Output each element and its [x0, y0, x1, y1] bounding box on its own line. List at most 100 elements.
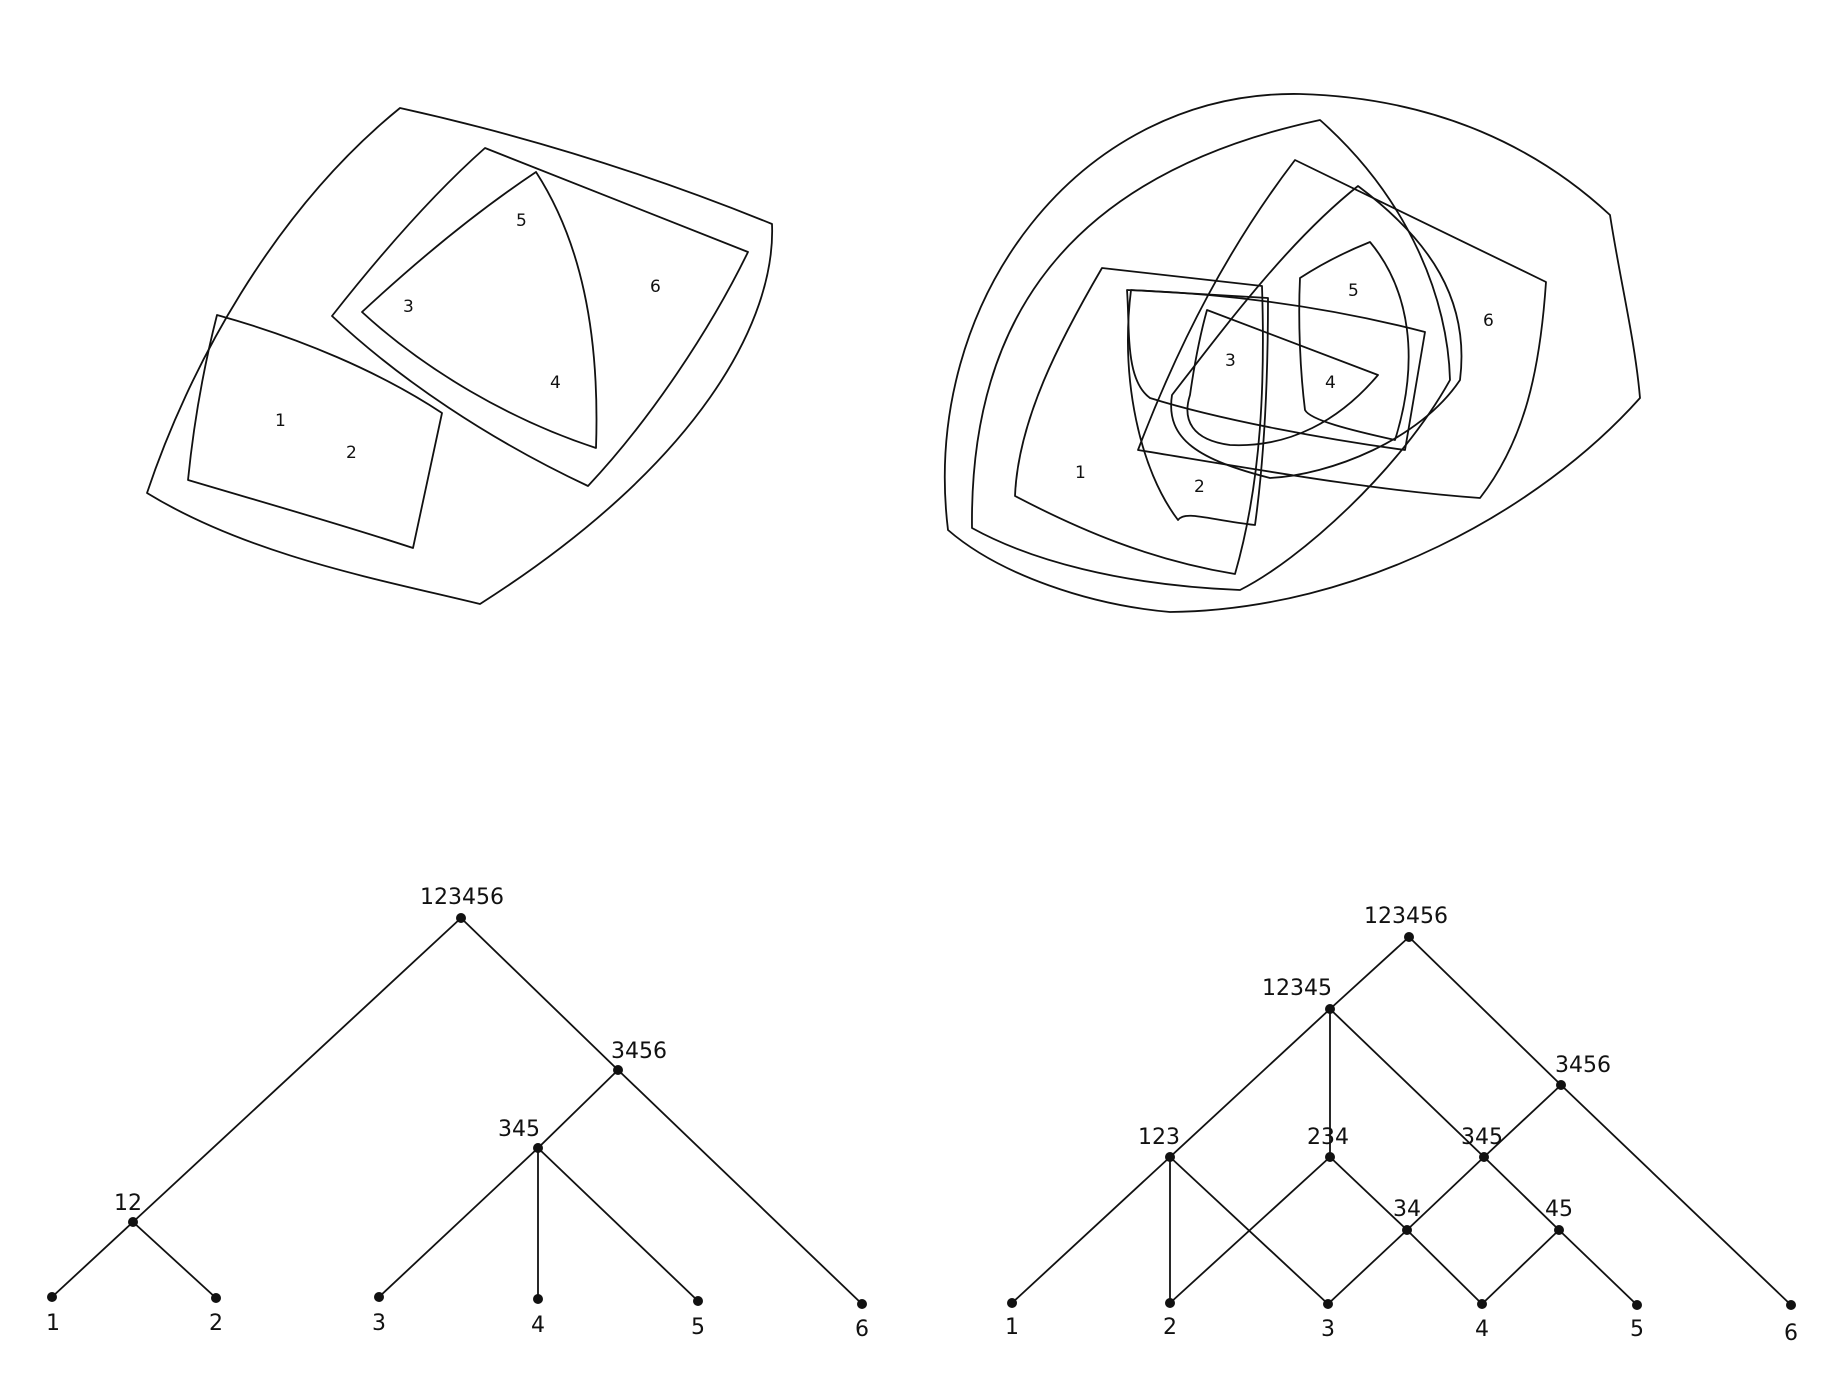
region-45	[1298, 241, 1410, 441]
lattice-label-45: 45	[1545, 1197, 1573, 1222]
tree-edge	[378, 1147, 539, 1298]
lattice-edge	[1558, 1229, 1638, 1306]
tree-node-4	[533, 1294, 543, 1304]
tree-label-2: 2	[209, 1311, 223, 1336]
outer-region-123456	[146, 107, 773, 605]
lattice-node-2	[1165, 1298, 1175, 1308]
region-3456	[331, 147, 749, 487]
lattice-node-3456	[1556, 1080, 1566, 1090]
region-label-3: 3	[403, 297, 414, 317]
lattice-node-123456	[1404, 932, 1414, 942]
lattice-node-45	[1554, 1225, 1564, 1235]
tree-edge	[132, 917, 462, 1223]
lattice-node-123	[1165, 1152, 1175, 1162]
lattice-label-1: 1	[1005, 1315, 1019, 1340]
tree-label-3: 3	[372, 1311, 386, 1336]
region-label-6: 6	[650, 277, 661, 297]
tree-label-6: 6	[855, 1317, 869, 1342]
lattice-edge	[1406, 1229, 1483, 1305]
tree-node-345	[533, 1143, 543, 1153]
region-12	[187, 314, 443, 549]
lattice-node-5	[1632, 1300, 1642, 1310]
tree-node-123456	[456, 913, 466, 923]
tree-edge	[132, 1221, 217, 1299]
lattice-edge	[1329, 1008, 1485, 1158]
lattice-label-4: 4	[1475, 1317, 1489, 1342]
lattice-edge	[1481, 1229, 1560, 1305]
region-34	[1186, 309, 1379, 447]
tree-edge	[617, 1069, 863, 1305]
region-2	[1127, 289, 1269, 526]
overlap-lattice-right: 123456 12345 3456 123 234 345 34 45 1 2 …	[1005, 904, 1798, 1346]
tree-node-3	[374, 1292, 384, 1302]
region-label-4: 4	[550, 373, 561, 393]
region-label-2: 2	[1194, 477, 1205, 497]
region-123	[1014, 267, 1264, 575]
lattice-label-3: 3	[1321, 1317, 1335, 1342]
lattice-edge	[1011, 1156, 1171, 1304]
lattice-node-345	[1479, 1152, 1489, 1162]
hierarchy-tree-left: 123456 3456 345 12 1 2 3 4 5 6	[46, 885, 869, 1342]
outer-region-123456	[943, 93, 1641, 613]
lattice-node-3	[1323, 1299, 1333, 1309]
region-label-2: 2	[346, 443, 357, 463]
lattice-label-12345: 12345	[1262, 976, 1332, 1001]
lattice-edge	[1329, 936, 1410, 1010]
lattice-label-6: 6	[1784, 1321, 1798, 1346]
region-label-6: 6	[1483, 311, 1494, 331]
region-label-4: 4	[1325, 373, 1336, 393]
tree-label-12: 12	[114, 1191, 142, 1216]
tree-label-1: 1	[46, 1311, 60, 1336]
lattice-node-12345	[1325, 1004, 1335, 1014]
region-label-3: 3	[1225, 351, 1236, 371]
lattice-node-1	[1007, 1298, 1017, 1308]
nested-region-diagram-left: 1 2 3 4 5 6	[146, 107, 773, 605]
lattice-edge	[1169, 1008, 1331, 1158]
lattice-edge	[1329, 1156, 1408, 1231]
region-label-1: 1	[1075, 463, 1086, 483]
lattice-label-5: 5	[1630, 1317, 1644, 1342]
tree-label-123456: 123456	[420, 885, 504, 910]
lattice-node-6	[1786, 1300, 1796, 1310]
region-label-1: 1	[275, 411, 286, 431]
lattice-edge	[1483, 1084, 1562, 1158]
lattice-node-34	[1402, 1225, 1412, 1235]
region-234	[1126, 289, 1426, 451]
lattice-edge	[1169, 1156, 1331, 1304]
lattice-label-123: 123	[1138, 1125, 1180, 1150]
region-label-5: 5	[1348, 281, 1359, 301]
region-345	[1170, 185, 1463, 479]
tree-edge	[51, 1221, 134, 1298]
region-12345	[971, 119, 1451, 591]
lattice-label-234: 234	[1307, 1125, 1349, 1150]
lattice-node-234	[1325, 1152, 1335, 1162]
lattice-edge	[1483, 1156, 1560, 1231]
tree-edge	[460, 917, 619, 1071]
lattice-edge	[1327, 1229, 1408, 1305]
tree-node-3456	[613, 1065, 623, 1075]
lattice-label-2: 2	[1163, 1315, 1177, 1340]
lattice-label-345: 345	[1461, 1125, 1503, 1150]
lattice-edge	[1406, 1156, 1485, 1231]
lattice-label-123456: 123456	[1364, 904, 1448, 929]
tree-node-12	[128, 1217, 138, 1227]
tree-node-2	[211, 1293, 221, 1303]
tree-edge	[537, 1147, 699, 1302]
tree-label-5: 5	[691, 1315, 705, 1340]
tree-node-5	[693, 1296, 703, 1306]
tree-node-6	[857, 1299, 867, 1309]
tree-edge	[537, 1069, 619, 1149]
tree-label-3456: 3456	[611, 1039, 667, 1064]
tree-label-345: 345	[498, 1117, 540, 1142]
lattice-label-34: 34	[1393, 1197, 1421, 1222]
lattice-node-4	[1477, 1299, 1487, 1309]
tree-label-4: 4	[531, 1313, 545, 1338]
overlapping-region-diagram-right: 1 2 3 4 5 6	[943, 93, 1641, 613]
tree-node-1	[47, 1292, 57, 1302]
lattice-edge	[1560, 1084, 1792, 1306]
lattice-edge	[1408, 936, 1562, 1086]
lattice-label-3456: 3456	[1555, 1053, 1611, 1078]
region-345	[361, 171, 598, 449]
region-label-5: 5	[516, 211, 527, 231]
